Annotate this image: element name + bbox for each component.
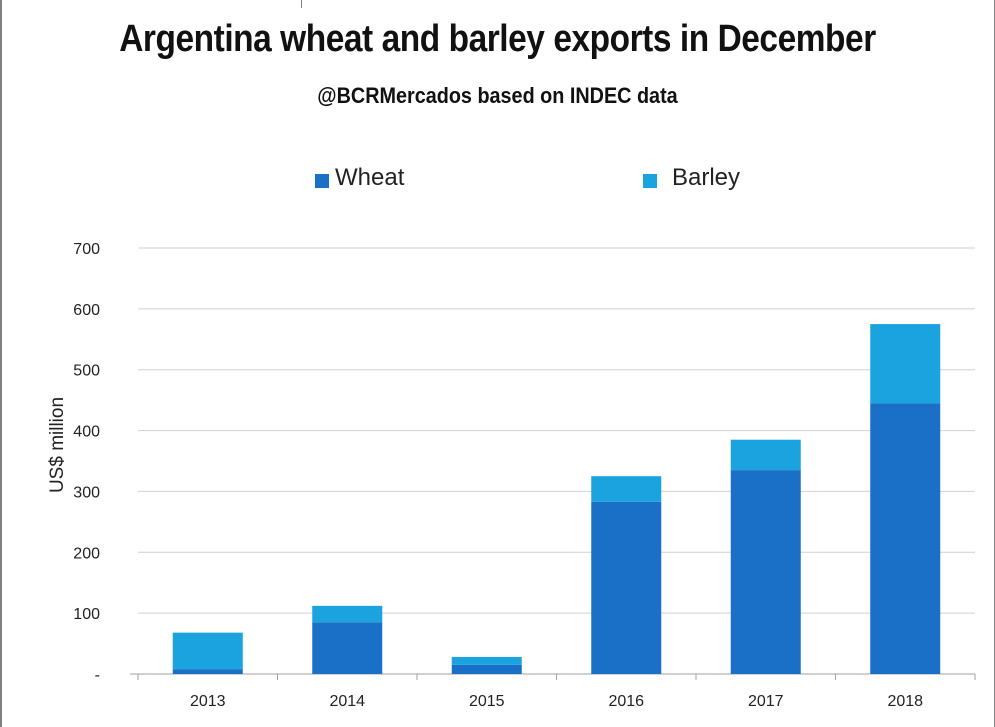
bar-wheat-2013 bbox=[172, 669, 243, 674]
legend-label-barley: Barley bbox=[672, 164, 741, 191]
bar-barley-2013 bbox=[172, 632, 243, 670]
y-tick-label: 200 bbox=[73, 545, 100, 562]
bar-wheat-2015 bbox=[451, 664, 522, 674]
bar-wheat-2016 bbox=[591, 501, 662, 674]
legend-label-wheat: Wheat bbox=[335, 164, 405, 191]
y-tick-label: 700 bbox=[73, 241, 100, 258]
bar-wheat-2018 bbox=[870, 403, 941, 674]
y-tick-label: 400 bbox=[73, 424, 100, 441]
frame-notch bbox=[301, 0, 302, 8]
x-tick-label: 2017 bbox=[748, 693, 784, 710]
y-tick-label: 100 bbox=[73, 606, 100, 623]
x-tick-label: 2018 bbox=[887, 693, 923, 710]
y-tick-label: - bbox=[95, 667, 100, 684]
legend-swatch-wheat bbox=[315, 174, 329, 188]
x-tick-label: 2014 bbox=[329, 693, 365, 710]
bar-wheat-2014 bbox=[312, 622, 383, 674]
bar-wheat-2017 bbox=[730, 470, 801, 674]
y-tick-label: 500 bbox=[73, 363, 100, 380]
x-tick-label: 2016 bbox=[608, 693, 644, 710]
bar-barley-2015 bbox=[451, 656, 522, 665]
y-tick-label: 600 bbox=[73, 302, 100, 319]
chart-title: Argentina wheat and barley exports in De… bbox=[119, 18, 876, 60]
x-tick-label: 2013 bbox=[190, 693, 226, 710]
chart-subtitle: @BCRMercados based on INDEC data bbox=[317, 83, 678, 108]
bar-barley-2018 bbox=[870, 324, 941, 404]
y-tick-label: 300 bbox=[73, 484, 100, 501]
bar-barley-2014 bbox=[312, 605, 383, 623]
legend-swatch-barley bbox=[643, 174, 657, 188]
bar-barley-2016 bbox=[591, 476, 662, 502]
bar-barley-2017 bbox=[730, 439, 801, 471]
x-tick-label: 2015 bbox=[469, 693, 505, 710]
